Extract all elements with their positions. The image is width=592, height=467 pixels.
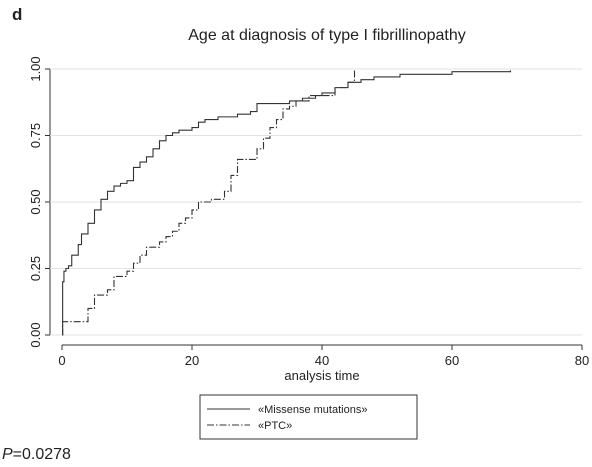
x-tick-label: 60: [445, 353, 459, 368]
x-tick-label: 20: [185, 353, 199, 368]
step-line: [62, 70, 512, 336]
x-tick-label: 40: [315, 353, 329, 368]
step-line: [62, 69, 356, 336]
y-tick-label: 0.75: [28, 123, 43, 148]
legend-label: «Missense mutations»: [258, 404, 367, 416]
x-axis-label: analysis time: [284, 368, 359, 383]
y-tick-label: 1.00: [28, 56, 43, 81]
x-tick-label: 80: [575, 353, 589, 368]
chart-title: Age at diagnosis of type I fibrillinopat…: [188, 27, 466, 44]
p-text: =0.0278: [13, 446, 71, 463]
legend-label: «PTC»: [258, 420, 292, 432]
y-tick-label: 0.00: [28, 322, 43, 347]
panel-label: d: [12, 5, 22, 24]
legend-box: [199, 394, 418, 440]
p-symbol: P: [2, 446, 13, 463]
y-tick-label: 0.25: [28, 256, 43, 281]
x-tick-label: 0: [58, 353, 65, 368]
y-tick-label: 0.50: [28, 189, 43, 214]
p-value: P=0.0278: [2, 446, 71, 463]
